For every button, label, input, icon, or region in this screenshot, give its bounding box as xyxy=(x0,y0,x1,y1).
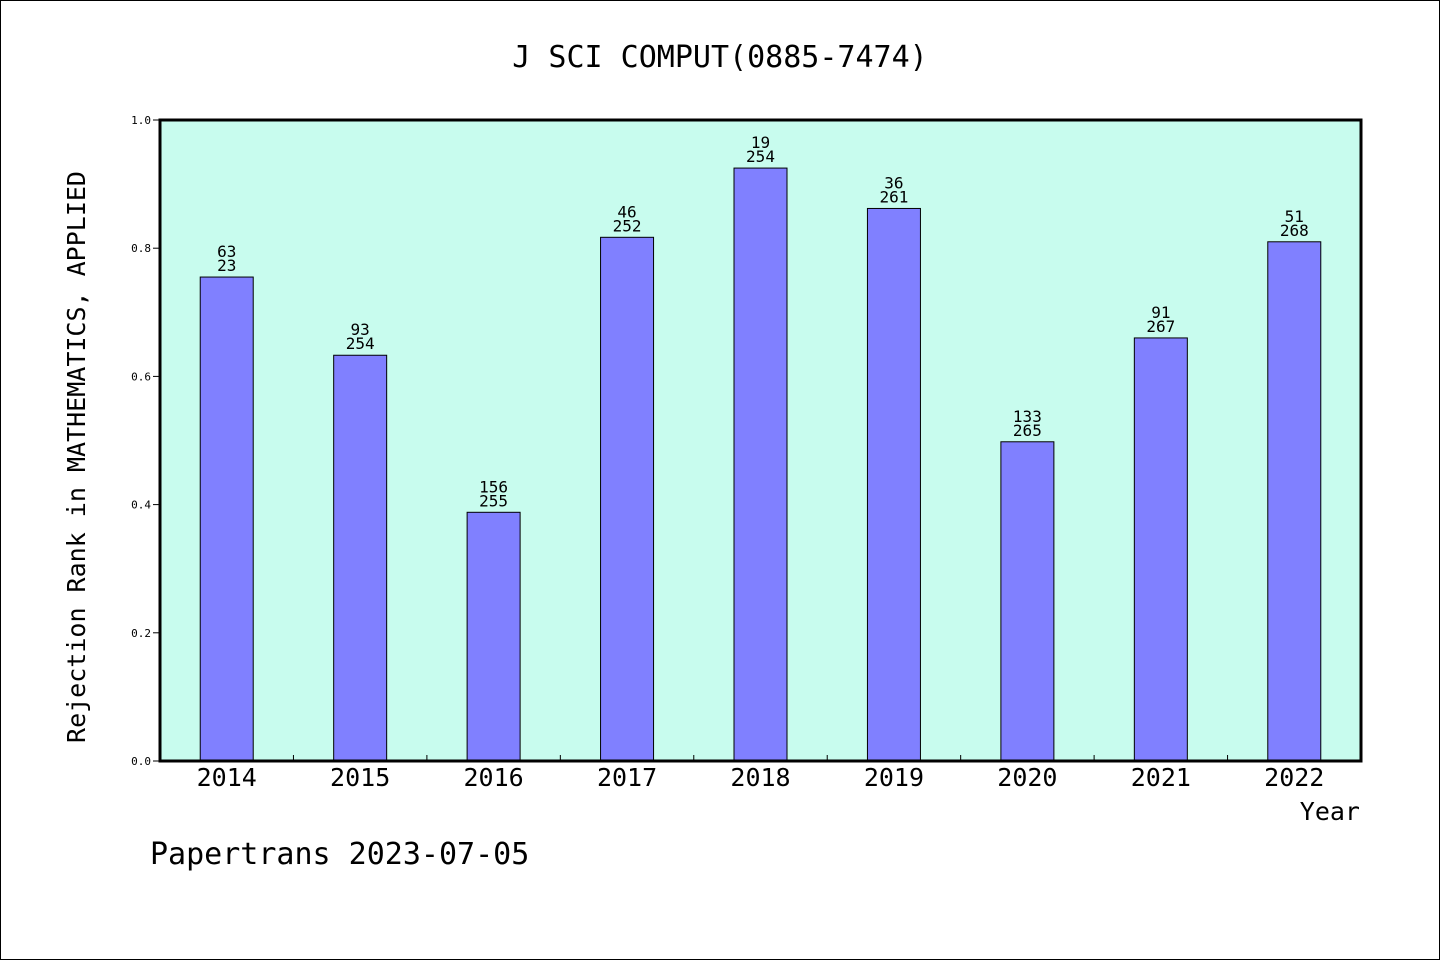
bar-label-top-2022: 51 xyxy=(1285,207,1304,226)
bar-label-bottom-2017: 252 xyxy=(613,216,642,235)
y-axis: 0.0 0.2 0.4 0.6 0.8 1.0 xyxy=(131,114,160,768)
y-tick-label-0.4: 0.4 xyxy=(131,499,151,512)
y-tick-label-1.0: 1.0 xyxy=(131,114,151,127)
x-axis-label: Year xyxy=(1300,797,1360,826)
y-tick-label-0.6: 0.6 xyxy=(131,370,151,383)
bar-2016 xyxy=(466,511,521,762)
footer-stamp: Papertrans 2023-07-05 xyxy=(150,837,529,872)
x-tick-label-2018: 2018 xyxy=(730,763,790,792)
x-tick-label-2017: 2017 xyxy=(597,763,657,792)
bar-label-bottom-2015: 254 xyxy=(346,334,375,353)
x-tick-label-2014: 2014 xyxy=(197,763,257,792)
x-tick-label-2020: 2020 xyxy=(997,763,1057,792)
x-tick-label-2021: 2021 xyxy=(1131,763,1191,792)
bar-2021 xyxy=(1133,337,1188,762)
bar-2017 xyxy=(600,236,655,762)
bar-label-bottom-2022: 268 xyxy=(1280,221,1309,240)
x-axis: 2014 2015 2016 2017 2018 2019 2020 2021 2022 xyxy=(197,755,1324,792)
chart-title: J SCI COMPUT(0885-7474) xyxy=(512,40,927,75)
bar-label-top-2018: 19 xyxy=(751,133,770,152)
bar-label-bottom-2020: 265 xyxy=(1013,421,1042,440)
bar-label-bottom-2016: 255 xyxy=(479,491,508,510)
x-tick-label-2019: 2019 xyxy=(864,763,924,792)
y-axis-label: Rejection Rank in MATHEMATICS, APPLIED xyxy=(62,171,91,743)
bar-label-top-2014: 63 xyxy=(217,242,236,261)
bar-2015 xyxy=(333,354,388,762)
y-tick-label-0.0: 0.0 xyxy=(131,755,151,768)
bar-label-top-2021: 91 xyxy=(1151,303,1170,322)
bar-2018 xyxy=(733,167,788,762)
bar-label-bottom-2014: 23 xyxy=(217,256,236,275)
bar-label-top-2020: 133 xyxy=(1013,407,1042,426)
x-tick-label-2016: 2016 xyxy=(464,763,524,792)
bar-2020 xyxy=(1000,441,1055,762)
plot-border xyxy=(158,118,1363,763)
bar-2019 xyxy=(866,207,921,762)
y-tick-label-0.2: 0.2 xyxy=(131,627,151,640)
x-tick-label-2015: 2015 xyxy=(330,763,390,792)
bar-2014 xyxy=(199,276,254,762)
bar-label-top-2017: 46 xyxy=(617,202,636,221)
bar-label-bottom-2021: 267 xyxy=(1146,317,1175,336)
bar-2022 xyxy=(1267,241,1322,762)
bar-label-bottom-2019: 261 xyxy=(879,187,908,206)
y-tick-label-0.8: 0.8 xyxy=(131,242,151,255)
bar-label-top-2015: 93 xyxy=(351,320,370,339)
bars-group: 6323932541562554625219254362611332659126… xyxy=(199,133,1322,762)
bar-label-top-2016: 156 xyxy=(479,477,508,496)
bar-label-bottom-2018: 254 xyxy=(746,147,775,166)
x-tick-label-2022: 2022 xyxy=(1264,763,1324,792)
bar-label-top-2019: 36 xyxy=(884,173,903,192)
